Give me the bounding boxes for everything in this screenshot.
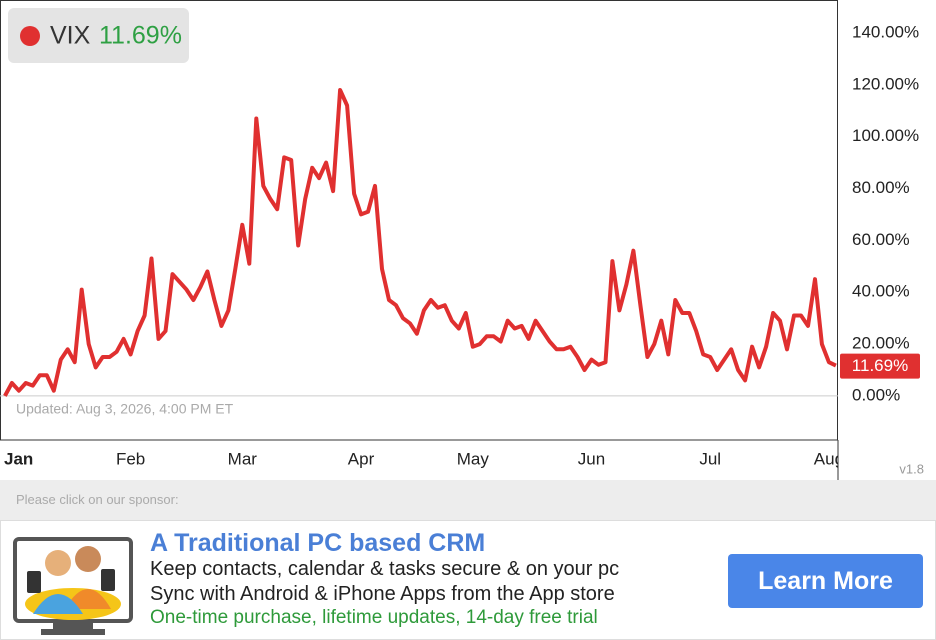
x-tick-label: Aug: [814, 449, 844, 468]
x-tick-label: Jun: [578, 449, 605, 468]
series-line: [3, 88, 837, 397]
ad-line: Sync with Android & iPhone Apps from the…: [150, 583, 615, 605]
x-tick: Feb: [116, 449, 145, 468]
plot-frame: [0, 0, 838, 441]
updated-text: Updated: Aug 3, 2026, 4:00 PM ET: [16, 401, 234, 417]
x-tick-label: Jan: [4, 449, 33, 468]
sponsor-prompt: Please click on our sponsor:: [16, 492, 179, 507]
x-tick: Apr: [348, 449, 375, 468]
x-tick: Aug: [814, 449, 844, 468]
x-tick: Mar: [228, 449, 258, 468]
version: v1.8: [899, 461, 924, 476]
ad[interactable]: A Traditional PC based CRM Keep contacts…: [0, 520, 936, 640]
x-tick: May: [457, 449, 490, 468]
legend-box: [8, 8, 189, 63]
y-tick-label: 120.00%: [852, 74, 919, 93]
x-tick-label: May: [457, 449, 490, 468]
y-tick-label: 140.00%: [852, 22, 919, 41]
y-tick-label: 0.00%: [852, 385, 900, 404]
last-value-label: 11.69%: [852, 356, 908, 375]
y-tick-label: 100.00%: [852, 126, 919, 145]
chart: Updated: Aug 3, 2026, 4:00 PM ET v1.8 VI…: [0, 0, 924, 480]
x-tick: Jan: [4, 449, 33, 468]
learn-more-button[interactable]: Learn More: [728, 554, 923, 608]
ad-title[interactable]: A Traditional PC based CRM: [150, 529, 486, 557]
x-tick-label: Jul: [699, 449, 721, 468]
ad-tagline: One-time purchase, lifetime updates, 14-…: [150, 607, 598, 628]
legend-dot: [20, 26, 40, 46]
x-tick: Jun: [578, 449, 605, 468]
last-value-badge: [840, 353, 920, 379]
y-tick-label: 20.00%: [852, 334, 910, 353]
legend-name: VIX: [50, 22, 91, 50]
plot: [0, 88, 838, 397]
ad-icon: [13, 537, 133, 635]
ad-line: Keep contacts, calendar & tasks secure &…: [150, 558, 620, 580]
x-tick-label: Mar: [228, 449, 258, 468]
x-tick-label: Feb: [116, 449, 145, 468]
x-tick: Jul: [699, 449, 721, 468]
y-tick-label: 80.00%: [852, 178, 910, 197]
y-tick-label: 40.00%: [852, 282, 910, 301]
legend-value: 11.69%: [99, 22, 182, 50]
x-tick-label: Apr: [348, 449, 375, 468]
sponsor-bar: Please click on our sponsor:: [0, 480, 936, 520]
y-tick-label: 60.00%: [852, 230, 910, 249]
